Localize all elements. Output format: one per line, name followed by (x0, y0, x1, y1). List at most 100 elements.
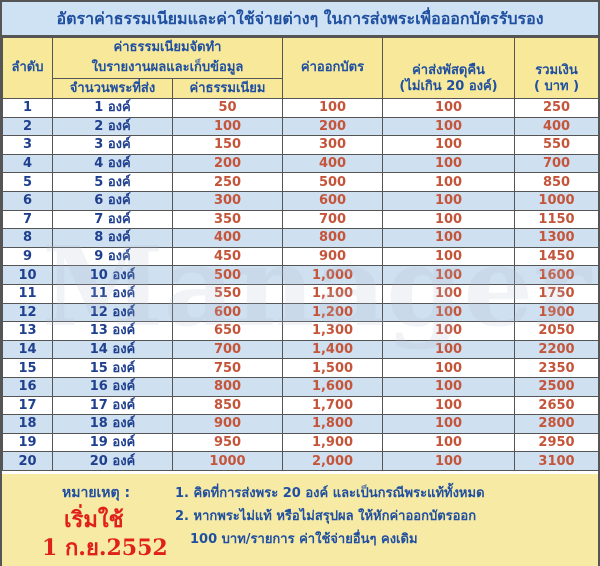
start-date: 1 ก.ย.2552 (42, 535, 168, 561)
cell-order: 15 (2, 358, 53, 378)
cell-card-fee: 1,600 (282, 376, 384, 397)
note-2: 2. หากพระไม่แท้ หรือไม่สรุปผล ให้หักค่าอ… (175, 509, 477, 524)
start-date-label: เริ่มใช้ (64, 507, 124, 533)
cell-order: 6 (2, 190, 53, 211)
cell-fee: 100 (171, 116, 284, 137)
cell-order: 14 (2, 339, 53, 360)
cell-total: 1900 (514, 302, 600, 323)
cell-card-fee: 1,400 (282, 339, 384, 360)
cell-count: 4 องค์ (52, 153, 173, 174)
cell-fee: 800 (171, 376, 284, 397)
cell-count: 10 องค์ (52, 265, 173, 285)
table-row: 12 12 องค์ 600 1,200 100 1900 (2, 302, 600, 323)
cell-order: 5 (2, 172, 53, 192)
table-row: 17 17 องค์ 850 1,700 100 2650 (2, 395, 600, 416)
cell-count: 16 องค์ (52, 376, 173, 397)
cell-count: 7 องค์ (52, 209, 173, 230)
cell-total: 1150 (514, 209, 600, 230)
table-row: 16 16 องค์ 800 1,600 100 2500 (2, 376, 600, 397)
cell-total: 2800 (514, 414, 600, 434)
cell-count: 1 องค์ (52, 98, 173, 118)
cell-card-fee: 900 (282, 246, 384, 267)
cell-order: 3 (2, 135, 53, 155)
cell-fee: 300 (171, 190, 284, 211)
cell-card-fee: 200 (282, 116, 384, 137)
cell-order: 16 (2, 376, 53, 397)
cell-shipping: 100 (382, 190, 516, 211)
header-order: ลำดับ (2, 37, 53, 99)
cell-fee: 950 (171, 432, 284, 453)
cell-order: 2 (2, 116, 53, 137)
header-fee-group-2: ใบรายงานผลและเก็บข้อมูล (51, 58, 284, 79)
page-title: อัตราค่าธรรมเนียมและค่าใช้จ่ายต่างๆ ในกา… (2, 2, 598, 37)
cell-shipping: 100 (382, 116, 516, 137)
cell-total: 700 (514, 153, 600, 174)
footer-notes: หมายเหตุ : เริ่มใช้ 1 ก.ย.2552 1. คิดที่… (2, 474, 598, 566)
cell-total: 850 (514, 172, 600, 192)
cell-total: 1000 (514, 190, 600, 211)
table-row: 18 18 องค์ 900 1,800 100 2800 (2, 414, 600, 434)
cell-total: 250 (514, 98, 600, 118)
cell-order: 1 (2, 98, 53, 118)
cell-shipping: 100 (382, 98, 516, 118)
cell-order: 19 (2, 432, 53, 453)
cell-shipping: 100 (382, 451, 516, 471)
cell-total: 2050 (514, 321, 600, 341)
cell-total: 1300 (514, 228, 600, 248)
cell-fee: 250 (171, 172, 284, 192)
cell-fee: 350 (171, 209, 284, 230)
cell-shipping: 100 (382, 376, 516, 397)
cell-count: 6 องค์ (52, 190, 173, 211)
cell-total: 1450 (514, 246, 600, 267)
table-row: 20 20 องค์ 1000 2,000 100 3100 (2, 451, 600, 471)
cell-fee: 1000 (171, 451, 284, 471)
cell-fee: 50 (171, 98, 284, 118)
cell-order: 11 (2, 283, 53, 304)
note-label: หมายเหตุ : (62, 485, 131, 501)
cell-shipping: 100 (382, 153, 516, 174)
cell-total: 2650 (514, 395, 600, 416)
header-ship-1: ค่าส่งพัสดุคืน (382, 37, 516, 79)
cell-count: 11 องค์ (52, 283, 173, 304)
header-card: ค่าออกบัตร (282, 37, 384, 99)
cell-card-fee: 100 (282, 98, 384, 118)
cell-card-fee: 1,500 (282, 358, 384, 378)
cell-shipping: 100 (382, 358, 516, 378)
fee-table: ลำดับ ค่าธรรมเนียมจัดทำ ค่าออกบัตร ค่าส่… (2, 37, 600, 471)
cell-card-fee: 400 (282, 153, 384, 174)
cell-order: 10 (2, 265, 53, 285)
cell-shipping: 100 (382, 209, 516, 230)
cell-shipping: 100 (382, 135, 516, 155)
cell-card-fee: 1,700 (282, 395, 384, 416)
cell-total: 550 (514, 135, 600, 155)
table-row: 10 10 องค์ 500 1,000 100 1600 (2, 265, 600, 285)
cell-count: 14 องค์ (52, 339, 173, 360)
cell-count: 3 องค์ (52, 135, 173, 155)
cell-total: 2500 (514, 376, 600, 397)
cell-total: 1600 (514, 265, 600, 285)
cell-card-fee: 1,800 (282, 414, 384, 434)
header-count: จำนวนพระที่ส่ง (52, 78, 173, 99)
cell-shipping: 100 (382, 321, 516, 341)
cell-shipping: 100 (382, 283, 516, 304)
cell-fee: 700 (171, 339, 284, 360)
cell-count: 9 องค์ (52, 246, 173, 267)
cell-card-fee: 500 (282, 172, 384, 192)
cell-order: 13 (2, 321, 53, 341)
cell-count: 8 องค์ (52, 228, 173, 248)
cell-order: 18 (2, 414, 53, 434)
table-row: 14 14 องค์ 700 1,400 100 2200 (2, 339, 600, 360)
cell-shipping: 100 (382, 395, 516, 416)
cell-shipping: 100 (382, 172, 516, 192)
cell-count: 13 องค์ (52, 321, 173, 341)
cell-card-fee: 600 (282, 190, 384, 211)
cell-total: 1750 (514, 283, 600, 304)
cell-shipping: 100 (382, 414, 516, 434)
cell-order: 4 (2, 153, 53, 174)
cell-fee: 450 (171, 246, 284, 267)
